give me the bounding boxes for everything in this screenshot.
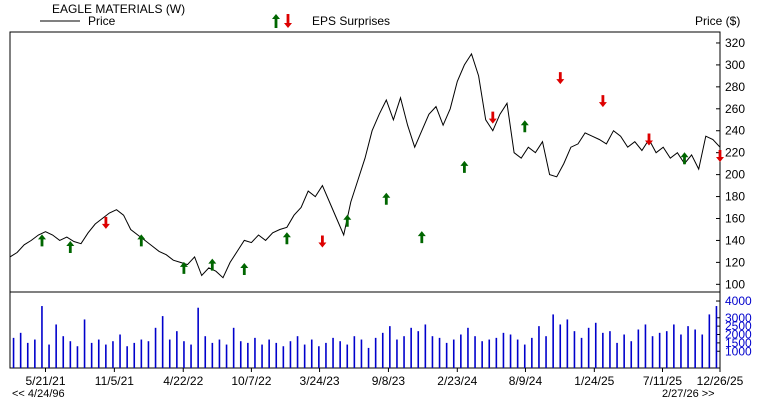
price-tick-label: 280 bbox=[725, 80, 745, 94]
eps-up-arrow bbox=[460, 160, 469, 173]
volume-tick-label: 2000 bbox=[725, 328, 752, 342]
eps-up-arrow bbox=[382, 192, 391, 205]
price-tick-label: 300 bbox=[725, 58, 745, 72]
eps-up-arrow bbox=[137, 234, 146, 247]
volume-tick-label: 1500 bbox=[725, 336, 752, 350]
eps-up-arrow bbox=[282, 232, 291, 245]
volume-tick-label: 2500 bbox=[725, 319, 752, 333]
eps-down-arrow bbox=[716, 150, 724, 162]
price-tick-label: 240 bbox=[725, 124, 745, 138]
x-tick-label: 5/21/21 bbox=[25, 374, 65, 388]
eps-surprise-markers bbox=[38, 72, 724, 275]
price-line bbox=[9, 52, 721, 279]
x-tick-label: 7/11/25 bbox=[643, 374, 682, 388]
nav-forward-link[interactable]: 2/27/26 >> bbox=[662, 388, 715, 400]
chart-title: EAGLE MATERIALS (W) bbox=[52, 2, 185, 16]
eps-down-arrow bbox=[101, 216, 110, 229]
price-tick-label: 160 bbox=[725, 211, 745, 225]
plot-frame bbox=[9, 31, 721, 369]
price-tick-label: 320 bbox=[725, 36, 745, 50]
price-tick-label: 200 bbox=[725, 168, 745, 182]
volume-tick-label: 1000 bbox=[725, 344, 752, 358]
price-tick-label: 140 bbox=[725, 233, 745, 247]
eps-down-arrow bbox=[556, 72, 565, 85]
x-tick-label: 10/7/22 bbox=[231, 374, 271, 388]
price-tick-label: 100 bbox=[725, 277, 745, 291]
eps-down-arrow bbox=[318, 235, 327, 248]
eps-up-arrow bbox=[179, 261, 188, 274]
price-tick-label: 260 bbox=[725, 102, 745, 116]
eps-up-arrow bbox=[208, 258, 217, 271]
eps-up-legend-icon bbox=[272, 14, 280, 28]
eps-up-arrow bbox=[240, 263, 249, 275]
x-tick-label: 3/24/23 bbox=[300, 374, 340, 388]
volume-tick-label: 4000 bbox=[725, 294, 752, 308]
x-tick-label: 12/26/25 bbox=[697, 374, 744, 388]
eps-legend-label: EPS Surprises bbox=[312, 14, 390, 28]
price-axis-title: Price ($) bbox=[695, 14, 740, 28]
x-tick-label: 1/24/25 bbox=[574, 374, 614, 388]
nav-back-link[interactable]: << 4/24/96 bbox=[12, 388, 65, 400]
date-x-axis: 5/21/21 11/5/21 4/22/22 10/7/22 3/24/23 9/8/2… bbox=[25, 368, 744, 388]
x-tick-label: 9/8/23 bbox=[372, 374, 406, 388]
price-tick-label: 120 bbox=[725, 255, 745, 269]
eps-up-arrow bbox=[343, 214, 352, 227]
eps-up-arrow bbox=[38, 234, 46, 247]
price-legend-label: Price bbox=[88, 14, 116, 28]
x-tick-label: 11/5/21 bbox=[95, 374, 134, 388]
eps-down-arrow bbox=[645, 133, 653, 146]
eps-up-arrow bbox=[417, 231, 426, 244]
x-tick-label: 4/22/22 bbox=[163, 374, 203, 388]
eps-up-arrow bbox=[520, 120, 529, 133]
volume-bars bbox=[12, 306, 718, 368]
eps-up-arrow bbox=[66, 241, 75, 253]
price-tick-label: 180 bbox=[725, 190, 745, 204]
x-tick-label: 8/9/24 bbox=[509, 374, 543, 388]
eps-down-arrow bbox=[598, 95, 607, 108]
eps-down-legend-icon bbox=[284, 14, 292, 28]
x-tick-label: 2/23/24 bbox=[437, 374, 477, 388]
volume-tick-label: 3000 bbox=[725, 311, 752, 325]
price-series bbox=[9, 52, 721, 279]
chart-header: EAGLE MATERIALS (W) Price EPS Surprises … bbox=[40, 2, 740, 28]
eps-down-arrow bbox=[488, 111, 497, 124]
eps-up-arrow bbox=[680, 152, 689, 165]
price-y-axis: 100 120 140 160 180 200 220 240 260 280 300 320 bbox=[716, 36, 745, 291]
price-tick-label: 220 bbox=[725, 146, 745, 160]
